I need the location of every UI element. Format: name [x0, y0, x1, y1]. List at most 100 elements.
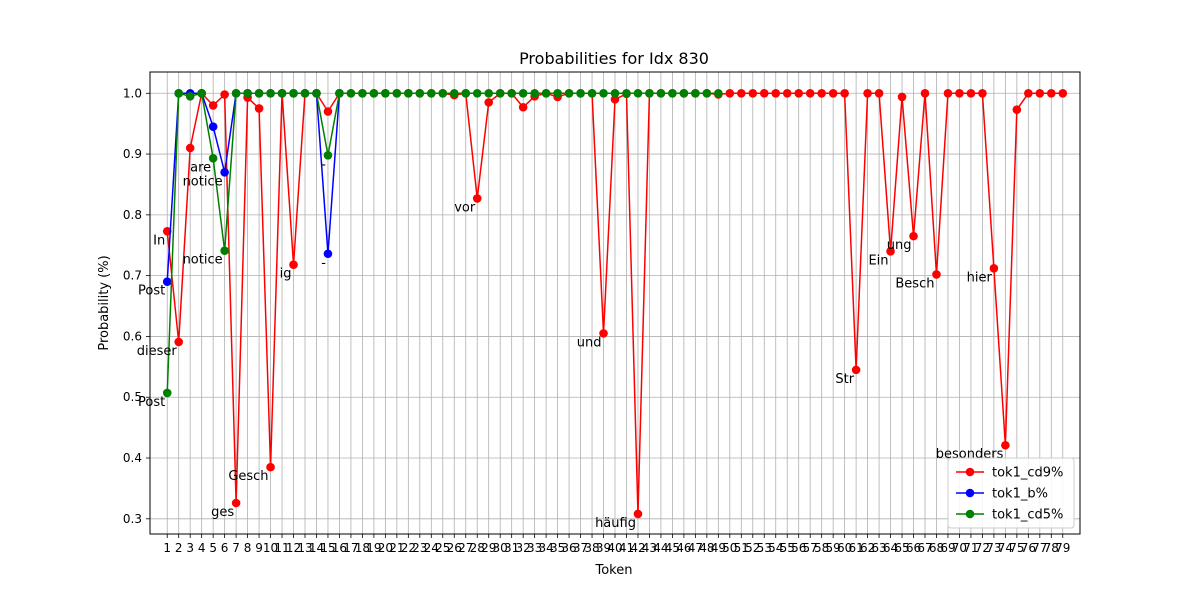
y-tick-label: 1.0 — [123, 86, 142, 100]
chart-title: Probabilities for Idx 830 — [519, 49, 709, 68]
legend-swatch-marker — [965, 509, 975, 519]
x-tick-label: 7 — [232, 541, 240, 555]
point-annotation: Gesch — [228, 469, 268, 484]
x-tick-label: 19 — [366, 541, 381, 555]
data-point — [1001, 440, 1010, 450]
x-tick-label: 1 — [163, 541, 171, 555]
legend: tok1_cd9% tok1_b% tok1_cd5% — [947, 457, 1075, 529]
data-point — [989, 264, 999, 273]
x-tick-label: 52 — [745, 541, 760, 555]
x-tick-label: 64 — [883, 541, 898, 555]
y-tick-label: 0.5 — [123, 390, 142, 404]
x-tick-label: 20 — [378, 541, 393, 555]
x-tick-label: 12 — [286, 541, 301, 555]
data-point — [817, 88, 826, 98]
legend-entry: tok1_cd9% — [992, 466, 1063, 481]
y-tick-label: 0.8 — [123, 208, 142, 222]
data-point — [300, 88, 310, 98]
point-annotation: Ein — [868, 253, 888, 268]
data-point — [1024, 88, 1033, 98]
data-point — [392, 88, 402, 98]
x-tick-label: 49 — [711, 541, 726, 555]
x-tick-label: 73 — [986, 541, 1001, 555]
x-tick-label: 3 — [186, 541, 194, 555]
x-tick-label: 66 — [906, 541, 921, 555]
data-point — [266, 88, 275, 98]
data-point — [622, 88, 631, 98]
x-tick-label: 34 — [538, 541, 553, 555]
x-tick-label: 43 — [642, 541, 657, 555]
point-annotation: Besch — [895, 276, 934, 291]
x-tick-label: 57 — [803, 541, 818, 555]
point-annotation: In — [153, 233, 165, 248]
x-tick-label: 60 — [837, 541, 852, 555]
data-point — [599, 88, 608, 98]
data-point — [966, 88, 976, 98]
x-tick-label: 31 — [504, 541, 519, 555]
x-tick-label: 23 — [412, 541, 427, 555]
data-point — [404, 88, 413, 98]
x-tick-label: 70 — [952, 541, 967, 555]
data-point — [381, 88, 390, 98]
data-point — [771, 88, 781, 98]
plot-area: InPostPostdieserarenoticenoticegesGeschi… — [137, 71, 1081, 535]
y-axis-ticks: 0.3 0.4 0.5 0.6 0.7 0.8 0.9 1.0 — [123, 86, 150, 526]
x-tick-label: 37 — [573, 541, 588, 555]
point-annotation: notice — [183, 174, 223, 189]
x-tick-label: 33 — [527, 541, 542, 555]
x-tick-label: 79 — [1055, 541, 1070, 555]
x-tick-label: 65 — [894, 541, 909, 555]
data-point — [702, 88, 712, 98]
x-tick-label: 14 — [309, 541, 324, 555]
data-point — [633, 88, 643, 98]
data-point — [978, 88, 987, 98]
x-tick-label: 69 — [940, 541, 955, 555]
y-axis-label: Probability (%) — [97, 255, 112, 350]
x-tick-label: 77 — [1032, 541, 1047, 555]
data-point — [507, 88, 516, 98]
data-point — [587, 88, 597, 98]
point-annotation: Str — [835, 372, 854, 387]
data-point — [530, 88, 539, 98]
data-point — [472, 88, 482, 98]
data-point — [782, 88, 792, 98]
point-annotation: ig — [280, 267, 292, 282]
data-point — [323, 150, 333, 160]
data-point — [645, 88, 654, 98]
data-point — [220, 246, 229, 256]
x-tick-label: 35 — [550, 541, 565, 555]
y-tick-label: 0.3 — [123, 512, 142, 526]
y-tick-label: 0.6 — [123, 329, 142, 343]
point-annotation: Post — [138, 395, 165, 410]
x-tick-label: 45 — [665, 541, 680, 555]
data-point — [863, 88, 872, 98]
data-point — [805, 88, 815, 98]
point-annotation: vor — [454, 200, 476, 215]
data-point — [484, 98, 494, 107]
x-tick-label: 48 — [699, 541, 714, 555]
x-tick-label: 74 — [998, 541, 1013, 555]
x-axis-label: Token — [595, 563, 633, 578]
point-annotation: notice — [183, 253, 223, 268]
x-tick-label: 41 — [619, 541, 634, 555]
x-tick-label: 62 — [860, 541, 875, 555]
point-annotation: - — [321, 256, 326, 271]
point-annotation: ung — [887, 238, 912, 253]
x-tick-label: 55 — [780, 541, 795, 555]
data-point — [633, 509, 643, 519]
x-tick-label: 61 — [848, 541, 863, 555]
x-tick-label: 2 — [175, 541, 183, 555]
data-point — [243, 88, 252, 98]
x-tick-label: 51 — [734, 541, 749, 555]
data-point — [553, 88, 562, 98]
data-point — [174, 88, 184, 98]
data-point — [162, 226, 172, 236]
data-point — [518, 102, 528, 112]
y-tick-label: 0.4 — [123, 451, 142, 465]
data-point — [794, 88, 804, 98]
data-point — [472, 194, 482, 203]
x-tick-label: 22 — [401, 541, 416, 555]
data-point — [254, 104, 264, 113]
data-point — [1058, 88, 1068, 98]
data-point — [541, 88, 551, 98]
